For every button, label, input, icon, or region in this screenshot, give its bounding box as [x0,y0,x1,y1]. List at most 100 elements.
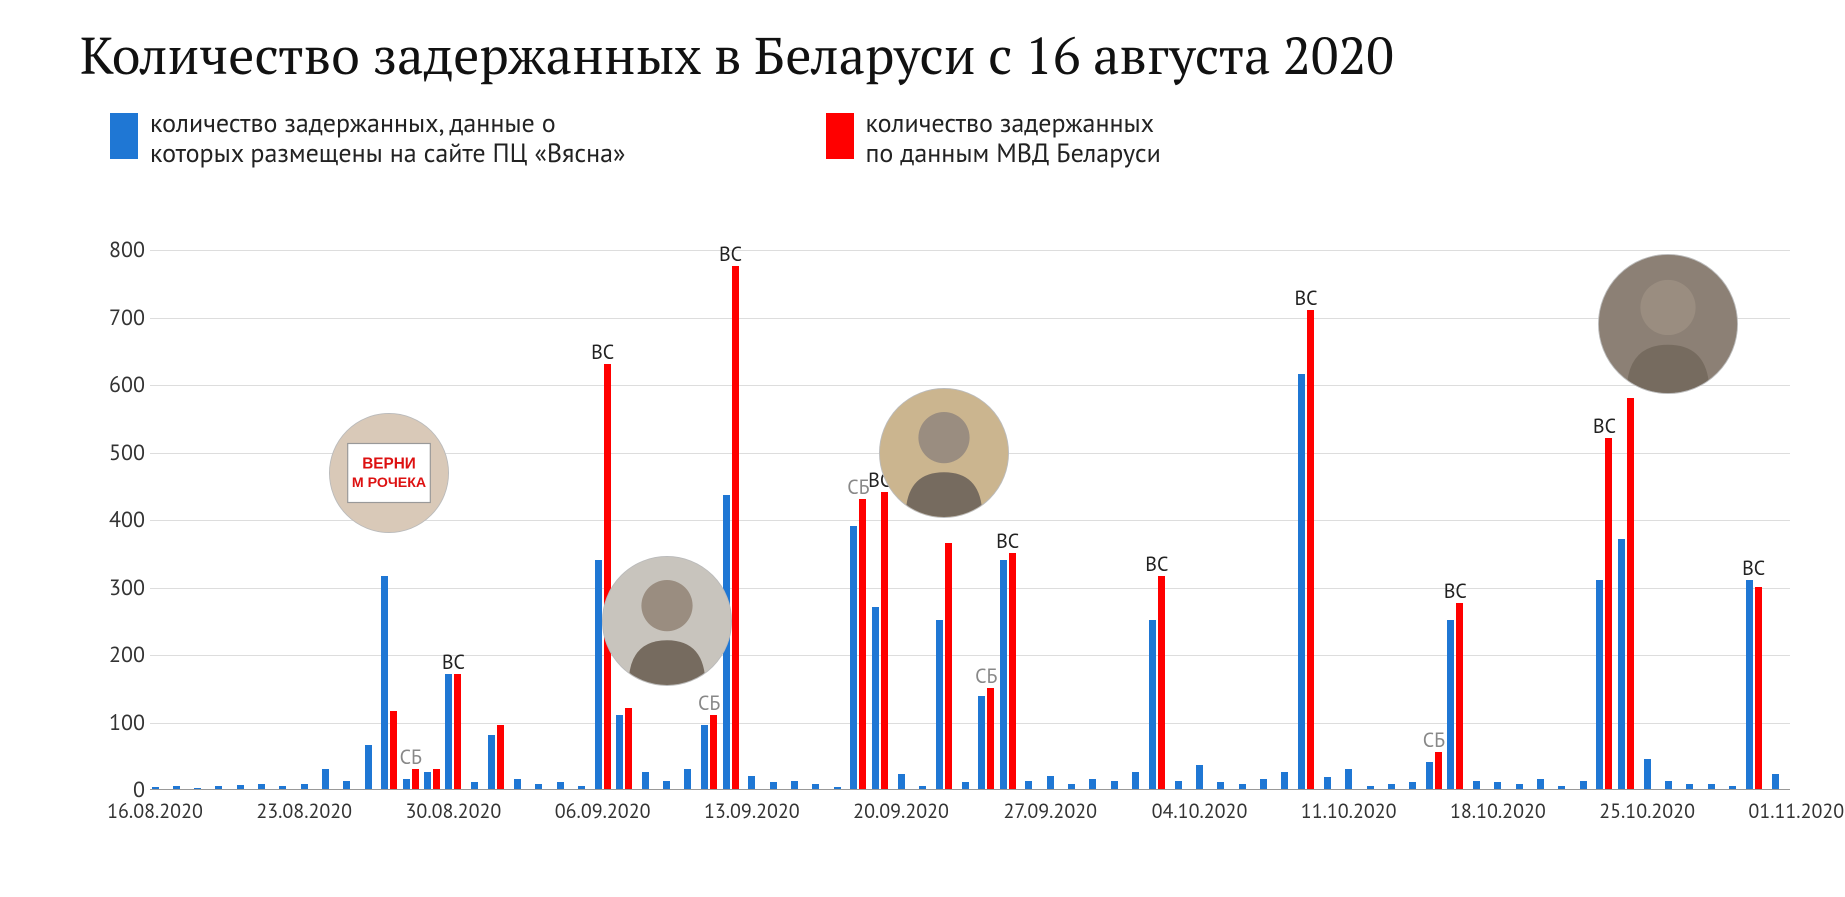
legend: количество задержанных, данные окоторых … [0,99,1845,189]
bar-group [1494,782,1501,789]
bar-viasna [173,786,180,789]
bar-viasna [1494,782,1501,789]
bar-group [301,784,308,789]
bar-viasna [514,779,521,789]
bar-mvd [497,725,504,789]
bar-group [514,779,521,789]
bar-viasna [1746,580,1753,789]
bar-viasna [424,772,431,789]
bar-group [343,781,350,789]
bar-group [723,266,739,789]
bar-group [1025,781,1032,789]
bar-viasna [301,784,308,789]
bar-mvd [1605,438,1612,789]
bar-viasna [365,745,372,789]
bar-viasna [1772,774,1779,789]
bar-viasna [1196,765,1203,789]
bar-group [445,674,461,789]
y-tick-label: 200 [100,641,145,669]
bar-group [1746,580,1762,789]
x-tick-label: 06.09.2020 [555,798,651,824]
bar-viasna [1345,769,1352,789]
y-tick-label: 100 [100,709,145,737]
x-tick-label: 18.10.2020 [1450,798,1546,824]
y-tick-label: 700 [100,304,145,332]
bar-viasna [1000,560,1007,790]
bar-viasna [1367,786,1374,789]
bar-group [1558,786,1565,789]
x-tick-label: 30.08.2020 [406,798,502,824]
bar-group [1708,784,1715,789]
bar-group [1217,782,1224,789]
bar-group [365,745,372,789]
bar-viasna [1260,779,1267,789]
bar-mvd [433,769,440,789]
bar-viasna [595,560,602,790]
y-tick-label: 600 [100,371,145,399]
bar-group [1345,769,1352,789]
bar-group [471,782,478,789]
svg-text:М РОЧЕКА: М РОЧЕКА [352,475,426,491]
bar-group [1068,784,1075,789]
bar-viasna [812,784,819,789]
bar-group [1298,310,1314,789]
day-label-sb: СБ [1423,727,1445,753]
bar-group [535,784,542,789]
bar-viasna [578,786,585,789]
grid-line [150,385,1790,386]
y-tick-label: 800 [100,236,145,264]
grid-line [150,318,1790,319]
bar-mvd [945,543,952,789]
bar-mvd [1755,587,1762,790]
bar-group [616,708,632,789]
bar-viasna [1239,784,1246,789]
x-tick-label: 04.10.2020 [1152,798,1248,824]
bar-viasna [1409,782,1416,789]
bar-viasna [194,788,201,789]
bar-mvd [412,769,419,789]
bar-group [1686,784,1693,789]
x-tick-label: 11.10.2020 [1301,798,1397,824]
bar-viasna [1665,781,1672,789]
bar-group [1516,784,1523,789]
bar-mvd [1009,553,1016,789]
bar-viasna [919,786,926,789]
x-tick-label: 20.09.2020 [853,798,949,824]
bar-viasna [152,787,159,789]
bar-viasna [962,782,969,789]
bar-viasna [1281,772,1288,789]
bar-viasna [770,782,777,789]
day-label-vs: ВС [1145,551,1168,577]
bar-group [684,769,691,789]
legend-swatch-blue [110,113,138,159]
grid-line [150,250,1790,251]
bar-viasna [1298,374,1305,789]
bar-group [1281,772,1288,789]
bar-mvd [1435,752,1442,789]
bar-viasna [1537,779,1544,789]
bar-group [962,782,969,789]
bar-group [872,492,888,789]
legend-label-mvd: количество задержанныхпо данным МВД Бела… [866,109,1161,169]
bar-viasna [1025,781,1032,789]
bar-mvd [1307,310,1314,789]
bar-viasna [898,774,905,789]
x-tick-label: 23.08.2020 [256,798,352,824]
bar-group [1665,781,1672,789]
bar-viasna [279,786,286,789]
y-tick-label: 500 [100,439,145,467]
bar-group [1426,752,1442,789]
bar-viasna [663,781,670,789]
bar-mvd [604,364,611,789]
photo-protest-sign: ВЕРНИ М РОЧЕКА [329,413,449,533]
bar-group [194,788,201,789]
bar-viasna [1644,759,1651,789]
bar-group [557,782,564,789]
y-tick-label: 400 [100,506,145,534]
day-label-vs: ВС [719,241,742,267]
bar-group [1149,576,1165,789]
bar-viasna [1089,779,1096,789]
bar-group [770,782,777,789]
bar-group [898,774,905,789]
day-label-vs: ВС [442,649,465,675]
